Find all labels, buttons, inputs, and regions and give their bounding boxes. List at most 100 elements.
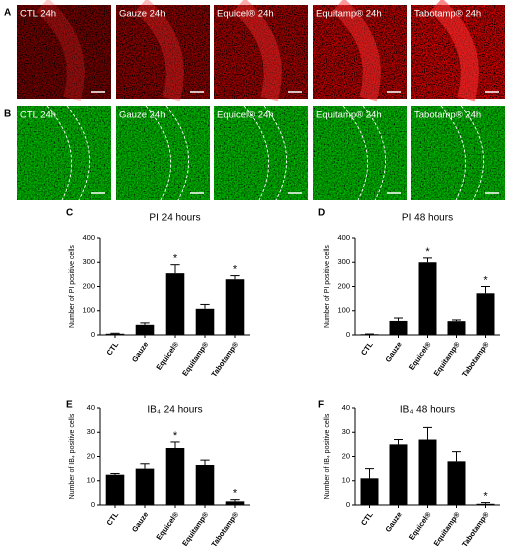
tissue-band [331, 0, 381, 102]
bar [225, 501, 245, 505]
panel-letter: D [318, 208, 325, 219]
significance-marker: * [233, 488, 238, 500]
panel-letter: A [4, 8, 11, 19]
tissue-band [134, 0, 184, 102]
y-tick-label: 40 [342, 403, 350, 412]
error-bar [140, 322, 150, 325]
x-tick-label: CTL [359, 510, 375, 527]
x-tick-label: Equicel® [154, 340, 180, 372]
y-axis-label: Number of PI positive cells [69, 245, 76, 328]
layer-boundary [66, 105, 90, 201]
error-bar [230, 499, 240, 502]
bar [476, 503, 495, 505]
y-tick-label: 10 [342, 476, 350, 485]
y-tick-label: 200 [337, 281, 350, 290]
bar [389, 444, 408, 505]
x-tick-label: Equicel® [407, 510, 433, 542]
x-tick-label: Gauze [130, 340, 150, 364]
bar [135, 468, 155, 505]
y-tick-label: 30 [342, 427, 350, 436]
y-tick-label: 0 [346, 500, 350, 509]
y-tick-label: 30 [87, 427, 95, 436]
bar [105, 333, 125, 335]
bar [476, 293, 495, 335]
bar [195, 308, 215, 335]
layer-boundary [263, 105, 287, 201]
bar [165, 273, 185, 335]
error-bar [394, 317, 403, 321]
panel-letter: C [66, 208, 73, 219]
image-label: CTL 24h [20, 110, 56, 121]
bar [135, 324, 155, 335]
layer-boundary [342, 105, 369, 201]
y-tick-label: 20 [87, 451, 95, 460]
y-tick-label: 400 [82, 233, 95, 242]
x-tick-label: Equicel® [154, 510, 180, 542]
error-bar [423, 426, 432, 440]
bar [447, 321, 466, 335]
micrograph-texture [116, 5, 210, 99]
error-bar [200, 459, 210, 465]
tissue-band [35, 0, 85, 102]
image-label: Equitamp® 24h [316, 110, 382, 121]
significance-marker: * [483, 274, 488, 286]
x-tick-label: Tabotamp® [460, 510, 491, 549]
significance-marker: * [173, 253, 178, 265]
y-tick-label: 0 [346, 330, 350, 339]
chart-title: IB₄ 24 hours [147, 405, 202, 416]
layer-boundary [460, 105, 484, 201]
tissue-band [232, 0, 282, 102]
layer-boundary [440, 105, 467, 201]
panel-letter: F [318, 400, 324, 411]
significance-marker: * [483, 490, 488, 502]
bar [418, 439, 437, 505]
chart-title: PI 48 hours [402, 213, 453, 224]
y-tick-label: 300 [82, 257, 95, 266]
x-tick-label: Gauze [130, 510, 150, 534]
x-tick-label: Equitamp® [432, 510, 462, 548]
y-tick-label: 20 [342, 451, 350, 460]
chart-title: IB₄ 48 hours [400, 405, 455, 416]
tissue-band [429, 0, 479, 102]
layer-boundary [165, 105, 189, 201]
y-tick-label: 100 [82, 306, 95, 315]
image-label: CTL 24h [20, 9, 56, 20]
image-label: Tabotamp® 24h [414, 9, 481, 20]
layer-boundary [46, 105, 73, 201]
bar [105, 474, 125, 505]
error-bar [170, 441, 180, 449]
bar [389, 320, 408, 335]
error-bar [170, 264, 180, 274]
y-axis-label: Number of IB₄ positive cells [69, 413, 76, 499]
y-tick-label: 400 [337, 233, 350, 242]
x-tick-label: Equitamp® [432, 340, 462, 378]
error-bar [481, 502, 490, 504]
bar [195, 464, 215, 505]
micrograph-texture [411, 106, 505, 200]
micrograph-texture [313, 106, 407, 200]
error-bar [481, 286, 490, 294]
x-tick-label: Tabotamp® [209, 340, 240, 379]
bar [418, 262, 437, 335]
x-tick-label: CTL [105, 510, 121, 527]
image-label: Gauze 24h [119, 9, 165, 20]
error-bar [423, 257, 432, 263]
layer-boundary [362, 105, 386, 201]
panel-letter: E [66, 400, 73, 411]
bar [165, 448, 185, 505]
x-tick-label: Tabotamp® [460, 340, 491, 379]
bar [360, 478, 379, 505]
significance-marker: * [173, 430, 178, 442]
image-label: Equicel® 24h [217, 9, 274, 20]
error-bar [365, 468, 374, 479]
x-tick-label: Equitamp® [180, 340, 210, 378]
image-label: Equicel® 24h [217, 110, 274, 121]
error-bar [452, 319, 461, 322]
chart-title: PI 24 hours [149, 213, 200, 224]
micrograph-texture [214, 5, 308, 99]
x-tick-label: CTL [105, 340, 121, 357]
significance-marker: * [233, 263, 238, 275]
y-tick-label: 0 [91, 500, 95, 509]
